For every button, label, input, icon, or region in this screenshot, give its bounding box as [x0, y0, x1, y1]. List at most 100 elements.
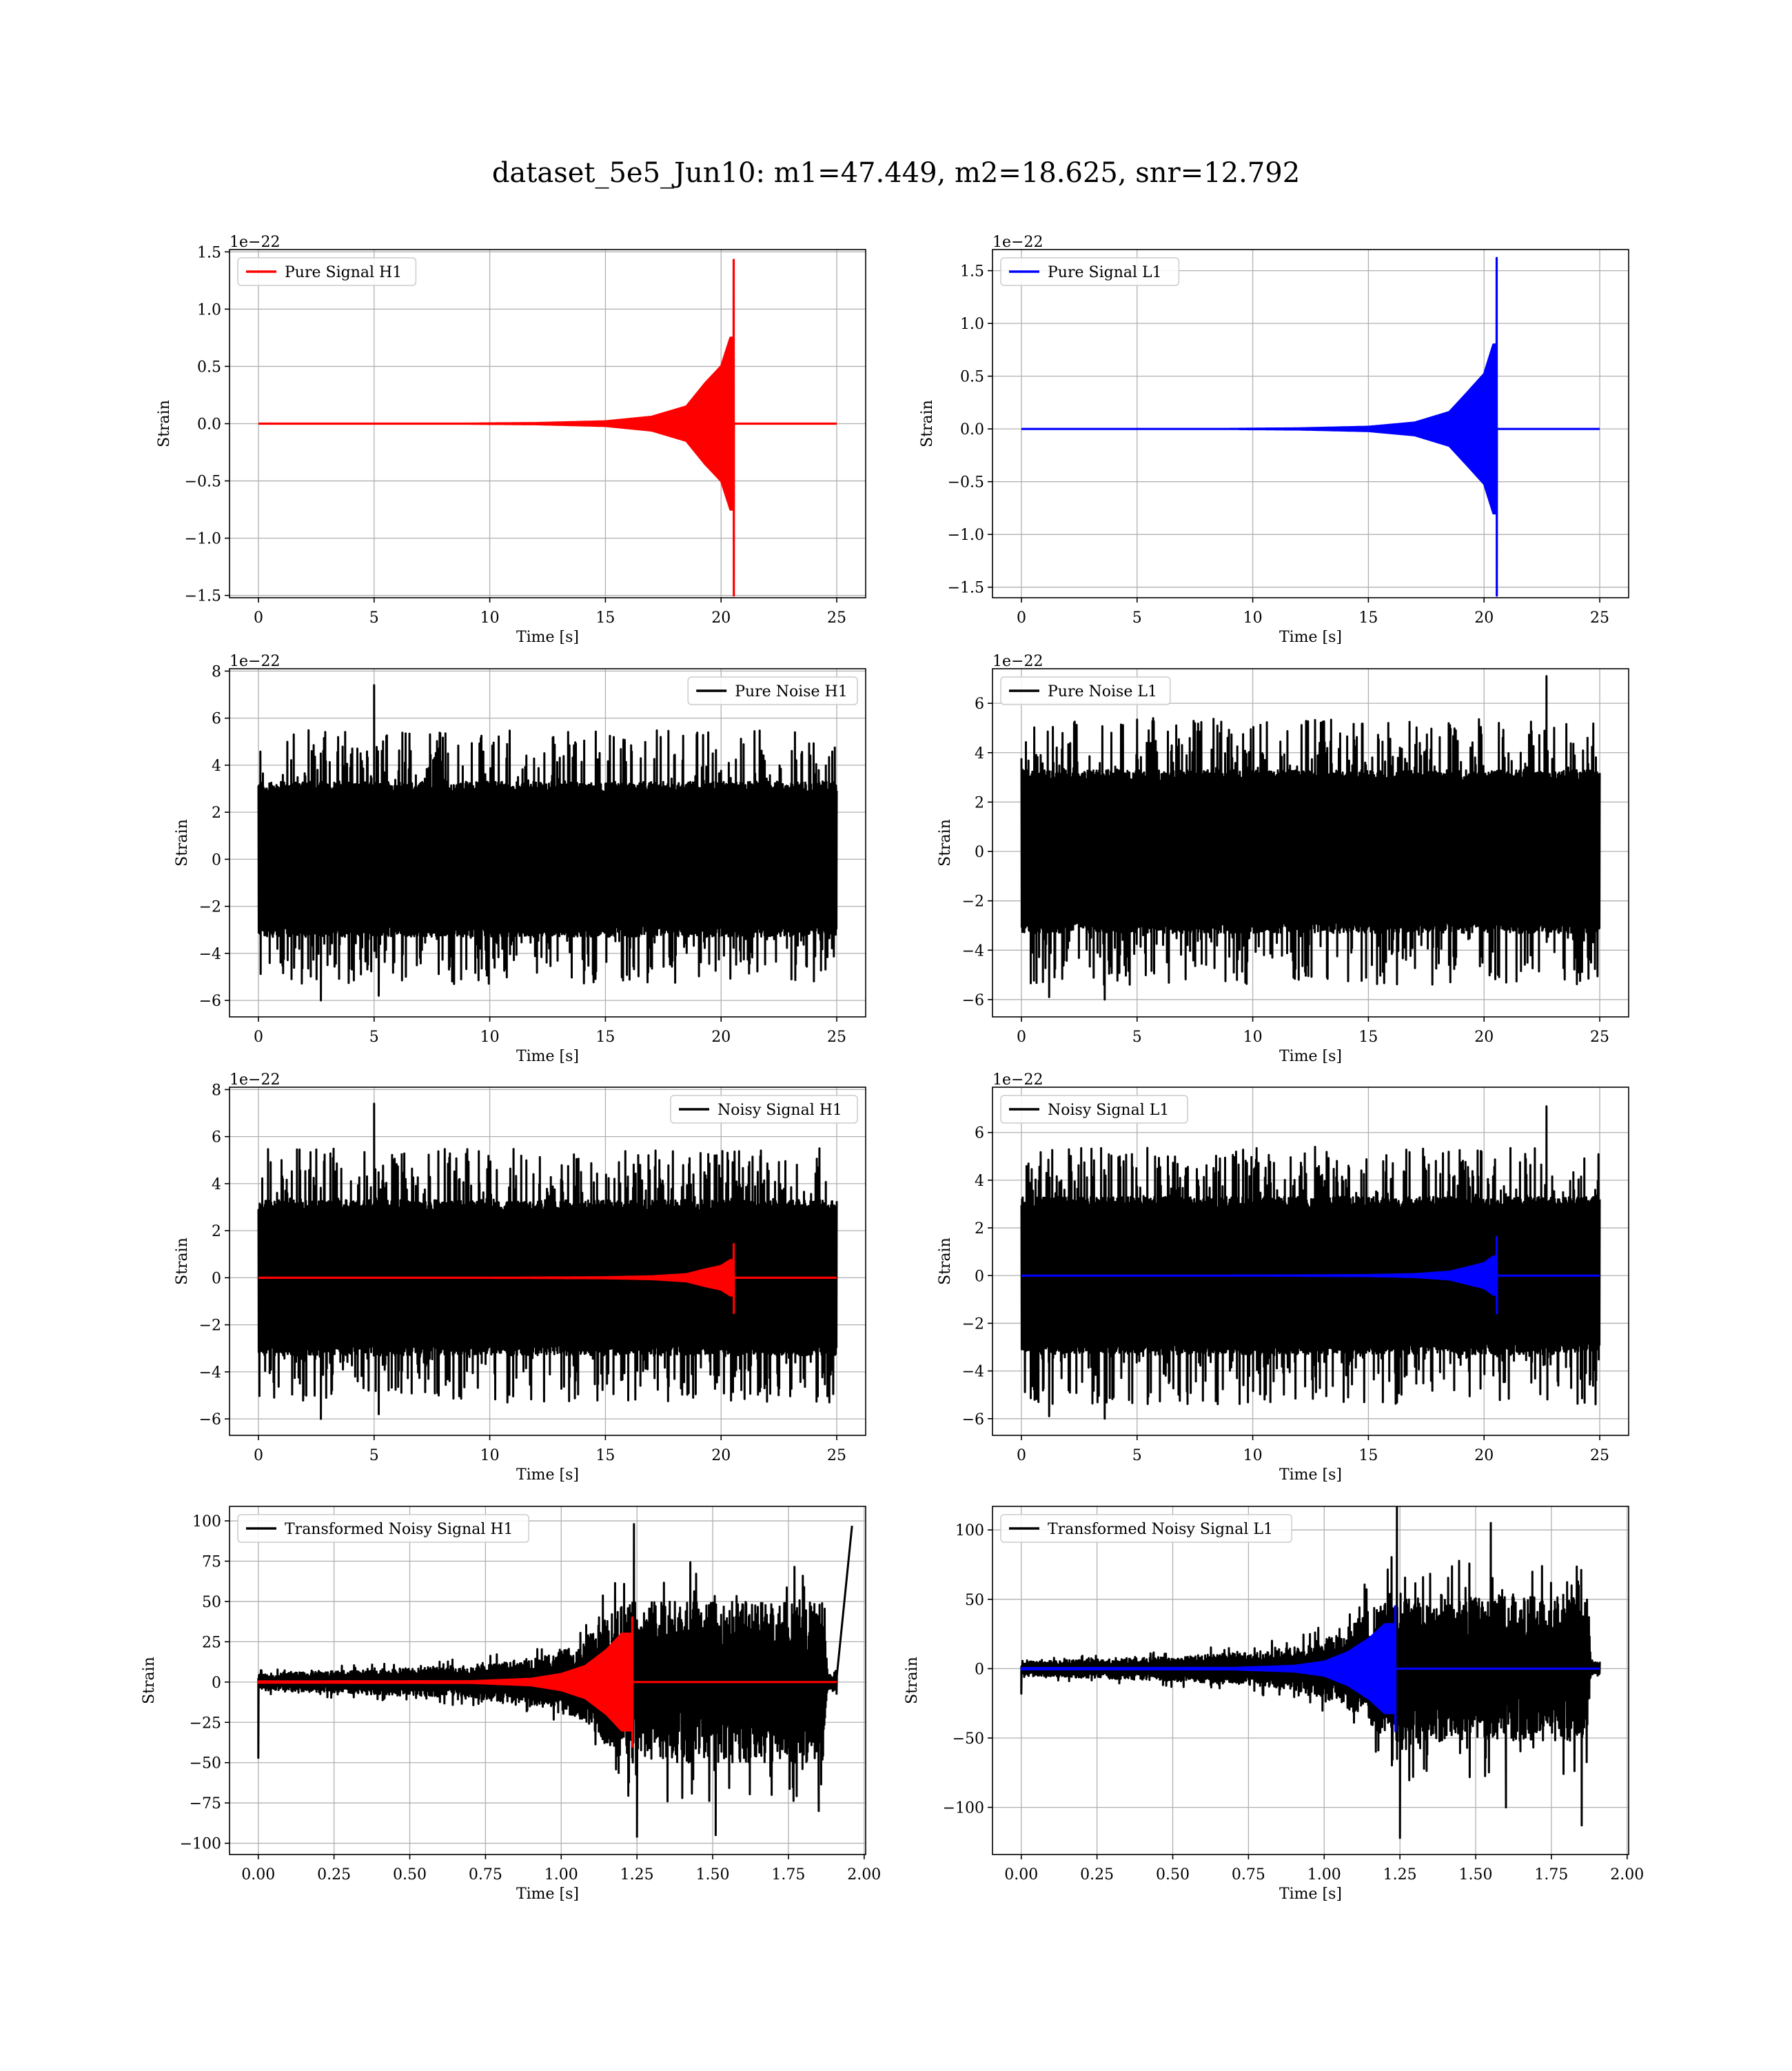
y-tick-label: 0 — [212, 1675, 221, 1692]
x-tick-label: 1.50 — [1459, 1866, 1493, 1883]
legend-label: Pure Noise L1 — [1048, 683, 1157, 700]
series-line-pure-signal-l1 — [1020, 256, 1601, 597]
x-tick-label: 5 — [1132, 609, 1142, 627]
y-tick-label: −25 — [190, 1715, 221, 1732]
panel-pure-noise-h1: 0 5 10 15 20 25 −6 −4 −2 0 2 4 6 8 Time [s] Strain 1e−22… — [174, 653, 866, 1065]
y-tick-label: 0.5 — [197, 358, 221, 376]
x-tick-label: 0 — [1017, 609, 1026, 627]
axes-frame — [992, 1506, 1629, 1855]
y-tick-label: 0.0 — [960, 421, 984, 438]
x-tick-label: 15 — [595, 609, 615, 627]
legend-label: Pure Signal H1 — [285, 264, 402, 281]
legend-box — [237, 1514, 529, 1543]
x-tick-label: 0.00 — [241, 1866, 275, 1883]
y-tick-label: 2 — [975, 794, 984, 811]
y-tick-label: 6 — [212, 711, 221, 728]
plot-area — [257, 684, 838, 1002]
x-axis-label: Time [s] — [516, 1886, 579, 1903]
y-axis-label: Strain — [919, 400, 936, 447]
y-tick-label: −6 — [962, 992, 984, 1009]
panel-pure-signal-h1: 0 5 10 15 20 25 −1.5 −1.0 −0.5 0.0 0.5 1.0 1.5 Time [… — [156, 234, 866, 646]
x-tick-label: 20 — [1474, 609, 1494, 627]
x-tick-label: 0.00 — [1004, 1866, 1038, 1883]
y-axis-label: Strain — [937, 819, 954, 867]
y-tick-label: 50 — [202, 1594, 221, 1611]
x-tick-label: 0.50 — [1156, 1866, 1190, 1883]
y-tick-label: 0 — [975, 844, 984, 861]
x-axis-label: Time [s] — [1279, 1048, 1342, 1065]
axes-frame — [229, 1506, 866, 1855]
x-tick-label: 0.75 — [469, 1866, 502, 1883]
x-axis-label: Time [s] — [516, 1466, 579, 1484]
legend: Pure Signal H1 — [237, 257, 417, 286]
axes-frame — [229, 1087, 866, 1436]
x-tick-label: 15 — [1358, 609, 1378, 627]
x-tick-label: 10 — [1243, 1447, 1263, 1464]
x-tick-label: 25 — [1590, 1029, 1609, 1046]
x-tick-label: 1.25 — [620, 1866, 654, 1883]
x-tick-label: 1.00 — [1307, 1866, 1341, 1883]
x-tick-label: 0 — [1017, 1447, 1026, 1464]
x-tick-label: 15 — [1358, 1029, 1378, 1046]
y-tick-label: −2 — [199, 1317, 221, 1335]
y-tick-label: 0.0 — [197, 416, 221, 434]
legend-box — [687, 676, 858, 705]
x-tick-label: 0 — [1017, 1029, 1026, 1046]
x-tick-label: 20 — [711, 609, 731, 627]
y-tick-label: 4 — [975, 1173, 984, 1190]
plot-area — [1020, 1506, 1601, 1839]
x-tick-label: 1.50 — [696, 1866, 730, 1883]
y-tick-label: 100 — [955, 1522, 984, 1539]
y-tick-label: 1.5 — [197, 244, 221, 261]
x-tick-label: 25 — [1590, 1447, 1609, 1464]
y-tick-label: −1.5 — [185, 588, 221, 605]
y-tick-label: 1.5 — [960, 263, 984, 281]
x-tick-label: 5 — [369, 609, 379, 627]
series-line-noisy-signal-l1-overlay — [1020, 1235, 1601, 1315]
series-line-transformed-noisy-signal-h1-overlay — [257, 1616, 838, 1748]
x-tick-label: 1.75 — [1534, 1866, 1568, 1883]
x-tick-label: 10 — [480, 1029, 500, 1046]
y-axis-label: Strain — [156, 400, 173, 447]
y-tick-label: 2 — [975, 1220, 984, 1237]
series-line-noisy-signal-l1 — [1020, 1105, 1601, 1420]
y-tick-label: −0.5 — [185, 474, 221, 491]
legend-box — [670, 1095, 858, 1124]
grid — [992, 250, 1629, 598]
plot-area — [257, 1523, 853, 1838]
y-tick-label: −4 — [962, 942, 984, 960]
y-tick-label: −0.5 — [948, 474, 984, 492]
x-tick-label: 10 — [1243, 609, 1263, 627]
y-axis-label: Strain — [174, 819, 191, 867]
legend: Pure Noise L1 — [1000, 676, 1171, 705]
y-tick-label: −4 — [199, 946, 221, 963]
y-tick-label: −2 — [962, 1315, 984, 1333]
y-tick-label: −6 — [199, 1411, 221, 1428]
plot-area — [1020, 1105, 1601, 1420]
y-tick-label: −6 — [962, 1411, 984, 1428]
offset-text: 1e−22 — [230, 234, 280, 251]
axes-frame — [229, 668, 866, 1018]
y-tick-label: 6 — [975, 1125, 984, 1142]
x-tick-label: 1.25 — [1383, 1866, 1417, 1883]
x-tick-label: 15 — [1358, 1447, 1378, 1464]
y-axis-label: Strain — [174, 1237, 191, 1285]
x-tick-label: 10 — [480, 609, 500, 627]
y-tick-label: −1.0 — [185, 531, 221, 548]
series-line-pure-noise-l1 — [1020, 675, 1601, 1001]
x-axis-label: Time [s] — [1279, 629, 1342, 646]
y-tick-label: 8 — [212, 1082, 221, 1099]
offset-text: 1e−22 — [230, 653, 280, 670]
legend-box — [1000, 676, 1171, 705]
x-tick-label: 5 — [1132, 1447, 1142, 1464]
series-line-pure-noise-h1 — [257, 684, 838, 1002]
x-tick-label: 2.00 — [847, 1866, 881, 1883]
y-tick-label: −4 — [962, 1364, 984, 1381]
legend: Transformed Noisy Signal L1 — [1000, 1514, 1292, 1543]
offset-text: 1e−22 — [992, 1071, 1043, 1089]
plot-area — [257, 1102, 838, 1420]
axes-frame — [992, 1087, 1629, 1436]
x-tick-label: 0 — [254, 609, 263, 627]
y-tick-label: −4 — [199, 1364, 221, 1382]
plot-area — [1020, 256, 1601, 597]
